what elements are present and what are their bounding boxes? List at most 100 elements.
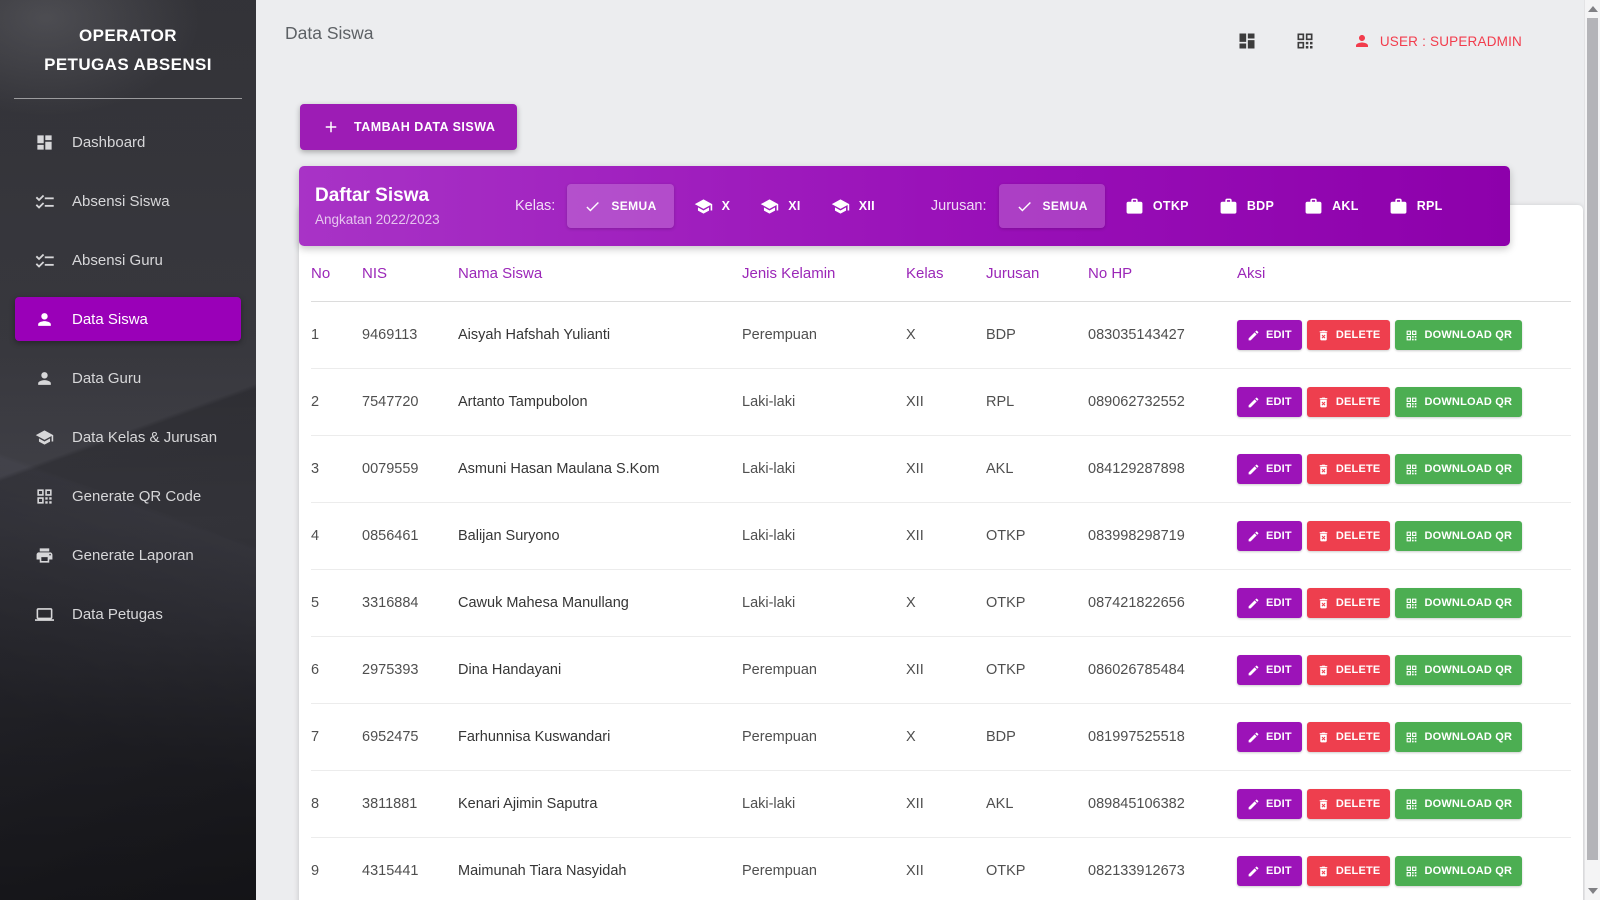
kelas-filter-semua[interactable]: SEMUA: [567, 184, 673, 228]
sidebar-item-generate-laporan[interactable]: Generate Laporan: [15, 533, 241, 577]
cell-jenis-kelamin: Perempuan: [742, 863, 906, 879]
cell-no: 1: [311, 327, 362, 343]
edit-button[interactable]: EDIT: [1237, 454, 1302, 484]
sidebar-item-data-siswa[interactable]: Data Siswa: [15, 297, 241, 341]
add-student-label: TAMBAH DATA SISWA: [354, 120, 495, 134]
download-qr-button[interactable]: DOWNLOAD QR: [1395, 722, 1522, 752]
delete-button[interactable]: DELETE: [1307, 387, 1391, 417]
edit-icon: [1247, 865, 1260, 878]
jurusan-filter-semua[interactable]: SEMUA: [999, 184, 1105, 228]
cell-aksi: EDIT DELETE DOWNLOAD QR: [1237, 588, 1571, 618]
download-qr-button[interactable]: DOWNLOAD QR: [1395, 655, 1522, 685]
sidebar-item-generate-qr-code[interactable]: Generate QR Code: [15, 474, 241, 518]
user-icon: [1353, 32, 1371, 50]
jurusan-filter-otkp[interactable]: OTKP: [1115, 184, 1199, 228]
kelas-filter-x[interactable]: X: [684, 184, 741, 228]
scrollbar[interactable]: [1584, 0, 1600, 900]
delete-button[interactable]: DELETE: [1307, 856, 1391, 886]
column-header-no-hp: No HP: [1088, 265, 1237, 282]
jurusan-filter-rpl[interactable]: RPL: [1379, 184, 1453, 228]
kelas-filter-xii-label: XII: [859, 199, 875, 213]
add-student-button[interactable]: TAMBAH DATA SISWA: [300, 104, 517, 150]
edit-button[interactable]: EDIT: [1237, 521, 1302, 551]
sidebar-title: OPERATOR PETUGAS ABSENSI: [0, 0, 256, 79]
edit-button[interactable]: EDIT: [1237, 320, 1302, 350]
download-qr-button[interactable]: DOWNLOAD QR: [1395, 789, 1522, 819]
sidebar-item-data-petugas[interactable]: Data Petugas: [15, 592, 241, 636]
download-qr-button[interactable]: DOWNLOAD QR: [1395, 454, 1522, 484]
kelas-filter-xii[interactable]: XII: [821, 184, 885, 228]
cell-no-hp: 081997525518: [1088, 729, 1237, 745]
filter-bar: Daftar Siswa Angkatan 2022/2023 Kelas: S…: [299, 166, 1510, 246]
cell-jurusan: OTKP: [986, 528, 1088, 544]
edit-button[interactable]: EDIT: [1237, 789, 1302, 819]
cell-no: 9: [311, 863, 362, 879]
edit-button[interactable]: EDIT: [1237, 856, 1302, 886]
download-qr-button[interactable]: DOWNLOAD QR: [1395, 856, 1522, 886]
jurusan-filter-akl[interactable]: AKL: [1294, 184, 1369, 228]
cell-nama: Cawuk Mahesa Manullang: [458, 595, 742, 611]
dashboard-shortcut-icon[interactable]: [1237, 31, 1257, 51]
sidebar-item-data-kelas-jurusan[interactable]: Data Kelas & Jurusan: [15, 415, 241, 459]
cell-no-hp: 083035143427: [1088, 327, 1237, 343]
edit-icon: [1247, 798, 1260, 811]
card-title: Daftar Siswa: [315, 185, 515, 207]
delete-button[interactable]: DELETE: [1307, 320, 1391, 350]
table-row: 3 0079559 Asmuni Hasan Maulana S.Kom Lak…: [311, 436, 1571, 503]
sidebar-item-data-guru[interactable]: Data Guru: [15, 356, 241, 400]
cell-nis: 6952475: [362, 729, 458, 745]
cell-kelas: X: [906, 327, 986, 343]
delete-button[interactable]: DELETE: [1307, 454, 1391, 484]
download-qr-button[interactable]: DOWNLOAD QR: [1395, 320, 1522, 350]
scroll-up-arrow-icon[interactable]: [1588, 6, 1598, 12]
qr-code-shortcut-icon[interactable]: [1295, 31, 1315, 51]
scrollbar-thumb[interactable]: [1587, 18, 1598, 860]
sidebar: OPERATOR PETUGAS ABSENSI Dashboard Absen…: [0, 0, 256, 900]
sidebar-item-label: Data Petugas: [72, 606, 163, 623]
delete-button[interactable]: DELETE: [1307, 722, 1391, 752]
person-icon: [35, 310, 54, 329]
edit-button[interactable]: EDIT: [1237, 722, 1302, 752]
delete-button[interactable]: DELETE: [1307, 521, 1391, 551]
download-qr-button[interactable]: DOWNLOAD QR: [1395, 387, 1522, 417]
edit-button[interactable]: EDIT: [1237, 588, 1302, 618]
cell-kelas: XII: [906, 461, 986, 477]
jurusan-filter-bdp[interactable]: BDP: [1209, 184, 1284, 228]
cell-no: 3: [311, 461, 362, 477]
qr-code-icon: [1405, 396, 1418, 409]
sidebar-item-absensi-guru[interactable]: Absensi Guru: [15, 238, 241, 282]
edit-button[interactable]: EDIT: [1237, 655, 1302, 685]
sidebar-menu: Dashboard Absensi Siswa Absensi Guru Dat…: [0, 120, 256, 636]
cell-nis: 2975393: [362, 662, 458, 678]
briefcase-icon: [1125, 197, 1144, 216]
sidebar-item-dashboard[interactable]: Dashboard: [15, 120, 241, 164]
cell-nis: 4315441: [362, 863, 458, 879]
jurusan-filter-otkp-label: OTKP: [1153, 199, 1189, 213]
cell-no-hp: 087421822656: [1088, 595, 1237, 611]
sidebar-item-label: Generate QR Code: [72, 488, 201, 505]
download-qr-button[interactable]: DOWNLOAD QR: [1395, 588, 1522, 618]
cell-nama: Kenari Ajimin Saputra: [458, 796, 742, 812]
edit-icon: [1247, 329, 1260, 342]
sidebar-title-line1: OPERATOR: [0, 21, 256, 50]
trash-icon: [1317, 798, 1330, 811]
cell-aksi: EDIT DELETE DOWNLOAD QR: [1237, 655, 1571, 685]
delete-button[interactable]: DELETE: [1307, 588, 1391, 618]
cell-no-hp: 082133912673: [1088, 863, 1237, 879]
cell-kelas: XII: [906, 394, 986, 410]
sidebar-item-absensi-siswa[interactable]: Absensi Siswa: [15, 179, 241, 223]
kelas-filter-xi[interactable]: XI: [750, 184, 810, 228]
scroll-down-arrow-icon[interactable]: [1588, 888, 1598, 894]
delete-button[interactable]: DELETE: [1307, 789, 1391, 819]
jurusan-filter-akl-label: AKL: [1332, 199, 1359, 213]
edit-button[interactable]: EDIT: [1237, 387, 1302, 417]
dashboard-icon: [35, 133, 54, 152]
delete-button[interactable]: DELETE: [1307, 655, 1391, 685]
cell-jurusan: OTKP: [986, 863, 1088, 879]
kelas-filter-x-label: X: [722, 199, 731, 213]
person-icon: [35, 369, 54, 388]
download-qr-button[interactable]: DOWNLOAD QR: [1395, 521, 1522, 551]
briefcase-icon: [1304, 197, 1323, 216]
user-badge[interactable]: USER : SUPERADMIN: [1353, 32, 1522, 50]
cell-jurusan: OTKP: [986, 595, 1088, 611]
